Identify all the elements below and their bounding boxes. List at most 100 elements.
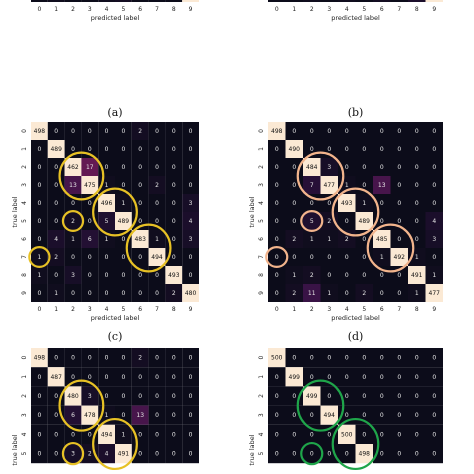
cell-value-label: 0 xyxy=(415,200,419,207)
cell-value-label: 1 xyxy=(155,236,159,243)
x-tick-label: 3 xyxy=(88,6,92,13)
matrix-cell xyxy=(64,405,82,425)
cell-value-label: 489 xyxy=(359,218,371,225)
cell-value-label: 0 xyxy=(397,182,401,189)
cell-value-label: 13 xyxy=(69,182,77,189)
matrix-cell xyxy=(182,386,199,406)
matrix-cell xyxy=(81,405,99,425)
matrix-cell xyxy=(81,386,99,406)
matrix-cell xyxy=(373,348,391,368)
matrix-cell xyxy=(47,367,65,387)
matrix-cell xyxy=(165,266,183,284)
cell-value-label: 0 xyxy=(380,451,384,458)
matrix-cell xyxy=(373,140,391,158)
matrix-cell xyxy=(408,266,426,284)
cell-value-label: 0 xyxy=(380,272,384,279)
cell-value-label: 0 xyxy=(105,254,109,261)
x-tick-label: 9 xyxy=(189,6,193,13)
matrix-cell xyxy=(303,266,321,284)
matrix-cell xyxy=(390,248,408,266)
matrix-cell xyxy=(64,158,82,176)
cell-value-label: 0 xyxy=(172,451,176,458)
cell-value-label: 0 xyxy=(189,355,193,362)
matrix-cell xyxy=(268,176,286,194)
matrix-cell xyxy=(303,444,321,464)
matrix-cell xyxy=(408,212,426,230)
matrix-cell xyxy=(373,122,391,140)
x-tick-label: 8 xyxy=(172,6,176,13)
matrix-cell xyxy=(64,266,82,284)
matrix-cell xyxy=(303,284,321,302)
cell-value-label: 0 xyxy=(71,128,75,135)
cell-value-label: 0 xyxy=(380,290,384,297)
cell-value-label: 0 xyxy=(327,393,331,400)
matrix-cell xyxy=(131,284,149,302)
cell-value-label: 0 xyxy=(380,200,384,207)
matrix-cell xyxy=(148,176,166,194)
matrix-cell xyxy=(408,0,426,2)
matrix-cell xyxy=(115,212,132,230)
x-tick-label: 5 xyxy=(121,306,125,313)
matrix-cell xyxy=(165,122,183,140)
matrix-cell xyxy=(98,348,115,368)
matrix-cell xyxy=(165,194,183,212)
matrix-cell xyxy=(182,405,199,425)
matrix-cell xyxy=(165,284,183,302)
matrix-cell xyxy=(425,424,443,444)
highlight-circle xyxy=(296,151,345,201)
cell-value-label: 0 xyxy=(362,146,366,153)
cell-value-label: 0 xyxy=(54,355,58,362)
cell-value-label: 498 xyxy=(34,355,46,362)
cell-value-label: 0 xyxy=(380,146,384,153)
cell-value-label: 0 xyxy=(54,164,58,171)
cell-value-label: 499 xyxy=(306,393,318,400)
matrix-cell xyxy=(165,158,183,176)
cell-value-label: 0 xyxy=(310,146,314,153)
cell-value-label: 0 xyxy=(292,182,296,189)
matrix-cell xyxy=(182,122,199,140)
cell-value-label: 0 xyxy=(292,393,296,400)
cell-value-label: 0 xyxy=(88,431,92,438)
matrix-cell xyxy=(320,158,338,176)
confusion-matrix-panel: 498 0 0 0 0 0 0 0 0 00 490 0 0 0 0 0 0 0 00 0 484 3 0 0 0 0 0 00 0 7 4… xyxy=(248,122,443,343)
cell-value-label: 0 xyxy=(105,146,109,153)
cell-value-label: 0 xyxy=(415,146,419,153)
panel-caption: (a) xyxy=(107,106,122,119)
cell-value-label: 0 xyxy=(138,451,142,458)
matrix-cell xyxy=(425,122,443,140)
cell-value-label: 1 xyxy=(121,431,125,438)
cell-value-label: 0 xyxy=(345,451,349,458)
matrix-cell xyxy=(303,248,321,266)
cell-value-label: 0 xyxy=(189,182,193,189)
matrix-cell xyxy=(355,348,373,368)
matrix-cell xyxy=(285,348,303,368)
matrix-cell xyxy=(81,122,99,140)
cell-value-label: 0 xyxy=(189,254,193,261)
panel-caption: (c) xyxy=(108,330,123,343)
matrix-cell xyxy=(182,230,199,248)
matrix-cell xyxy=(31,266,48,284)
x-tick-label: 2 xyxy=(310,306,314,313)
matrix-cell xyxy=(131,158,149,176)
matrix-cell xyxy=(64,284,82,302)
cell-value-label: 2 xyxy=(138,355,142,362)
cell-value-label: 0 xyxy=(121,272,125,279)
cell-value-label: 0 xyxy=(292,200,296,207)
matrix-cell xyxy=(98,212,115,230)
cell-value-label: 0 xyxy=(362,164,366,171)
y-tick-label: 4 xyxy=(258,432,265,436)
matrix-cell xyxy=(115,348,132,368)
cell-value-label: 0 xyxy=(189,128,193,135)
matrix-cell xyxy=(115,386,132,406)
x-tick-label: 3 xyxy=(327,306,331,313)
matrix-cell xyxy=(31,248,48,266)
matrix-cell xyxy=(408,158,426,176)
cell-value-label: 0 xyxy=(189,431,193,438)
matrix-cell xyxy=(148,386,166,406)
x-tick-label: 9 xyxy=(432,306,436,313)
matrix-cell xyxy=(64,176,82,194)
matrix-cell xyxy=(81,266,99,284)
matrix-cell xyxy=(81,248,99,266)
matrix-cell xyxy=(182,158,199,176)
cell-value-label: 0 xyxy=(415,218,419,225)
